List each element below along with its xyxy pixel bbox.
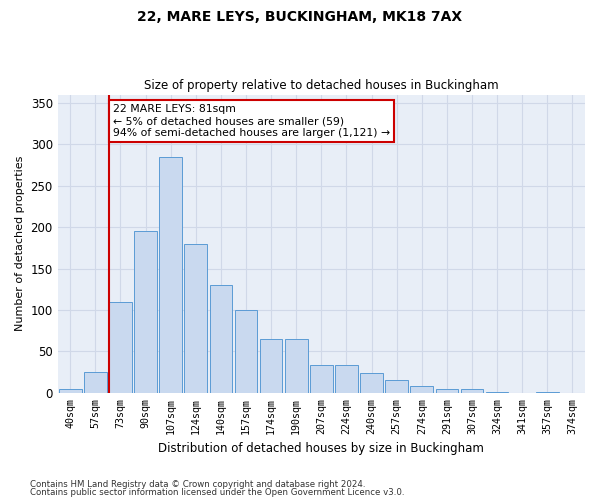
Text: 22, MARE LEYS, BUCKINGHAM, MK18 7AX: 22, MARE LEYS, BUCKINGHAM, MK18 7AX <box>137 10 463 24</box>
Y-axis label: Number of detached properties: Number of detached properties <box>15 156 25 332</box>
Bar <box>209 285 232 393</box>
Bar <box>285 339 308 393</box>
Bar <box>109 302 132 393</box>
Bar <box>385 380 408 393</box>
Bar <box>160 156 182 393</box>
Bar <box>335 366 358 393</box>
Text: Contains public sector information licensed under the Open Government Licence v3: Contains public sector information licen… <box>30 488 404 497</box>
Bar <box>184 244 207 393</box>
Bar <box>84 372 107 393</box>
X-axis label: Distribution of detached houses by size in Buckingham: Distribution of detached houses by size … <box>158 442 484 455</box>
Bar <box>360 373 383 393</box>
Bar <box>536 392 559 393</box>
Bar <box>461 390 484 393</box>
Bar <box>260 339 283 393</box>
Bar <box>59 388 82 393</box>
Bar <box>310 366 332 393</box>
Bar <box>436 390 458 393</box>
Bar <box>134 232 157 393</box>
Bar <box>410 386 433 393</box>
Text: Contains HM Land Registry data © Crown copyright and database right 2024.: Contains HM Land Registry data © Crown c… <box>30 480 365 489</box>
Text: 22 MARE LEYS: 81sqm
← 5% of detached houses are smaller (59)
94% of semi-detache: 22 MARE LEYS: 81sqm ← 5% of detached hou… <box>113 104 390 138</box>
Title: Size of property relative to detached houses in Buckingham: Size of property relative to detached ho… <box>144 79 499 92</box>
Bar <box>486 392 508 393</box>
Bar <box>235 310 257 393</box>
